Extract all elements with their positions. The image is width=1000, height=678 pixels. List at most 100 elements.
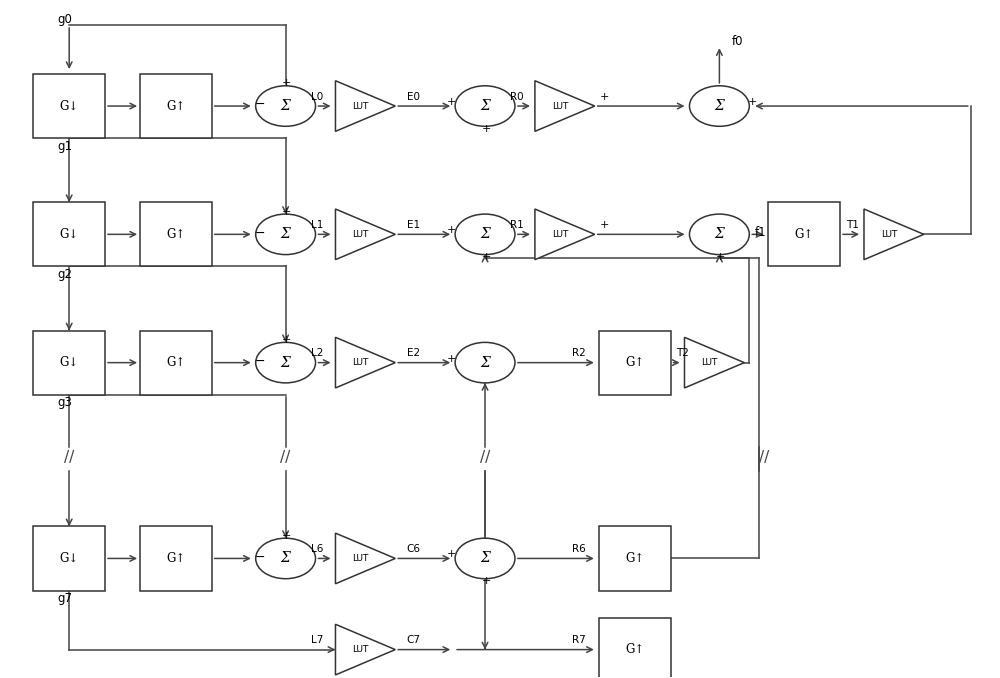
Text: g7: g7 [57,592,72,605]
Text: +: + [600,92,609,102]
Bar [599,331,671,395]
Text: −: − [254,355,265,367]
Text: g2: g2 [57,268,72,281]
Text: +: + [446,225,456,235]
Text: G↓: G↓ [60,552,79,565]
Bar [768,202,840,266]
Polygon shape [684,338,744,388]
Text: G↑: G↑ [625,643,644,656]
Text: R7: R7 [572,635,586,645]
Text: //: // [64,450,74,464]
Polygon shape [335,533,395,584]
Text: L6: L6 [311,544,324,554]
Text: g1: g1 [57,140,72,153]
Text: LUT: LUT [352,645,369,654]
Text: Σ: Σ [281,356,290,370]
Text: Σ: Σ [480,356,490,370]
Bar [33,331,105,395]
Text: LUT: LUT [352,358,369,367]
Polygon shape [535,209,595,260]
Text: −: − [254,226,265,239]
Text: L0: L0 [311,92,324,102]
Text: +: + [282,207,291,217]
Polygon shape [335,338,395,388]
Text: g3: g3 [57,397,72,410]
Circle shape [455,86,515,126]
Text: //: // [280,450,291,464]
Circle shape [455,342,515,383]
Text: +: + [481,576,491,586]
Text: R2: R2 [572,348,586,358]
Text: R6: R6 [572,544,586,554]
Bar [140,526,212,591]
Text: G↑: G↑ [166,356,186,369]
Text: L1: L1 [311,220,324,230]
Text: T1: T1 [846,220,859,230]
Text: LUT: LUT [552,230,568,239]
Text: E1: E1 [407,220,420,230]
Text: G↑: G↑ [625,356,644,369]
Text: Σ: Σ [480,227,490,241]
Text: Σ: Σ [281,227,290,241]
Bar [33,526,105,591]
Text: LUT: LUT [701,358,718,367]
Text: +: + [600,220,609,230]
Text: G↓: G↓ [60,356,79,369]
Circle shape [256,538,316,579]
Text: //: // [759,450,769,464]
Text: +: + [747,97,757,107]
Text: R0: R0 [510,92,524,102]
Bar [599,618,671,678]
Text: +: + [446,549,456,559]
Text: R1: R1 [510,220,524,230]
Text: E2: E2 [407,348,420,358]
Text: G↓: G↓ [60,228,79,241]
Text: +: + [282,79,291,89]
Text: C6: C6 [406,544,420,554]
Circle shape [689,214,749,255]
Text: G↓: G↓ [60,100,79,113]
Text: LUT: LUT [352,102,369,111]
Text: G↑: G↑ [795,228,814,241]
Text: G↑: G↑ [166,228,186,241]
Text: +: + [446,354,456,363]
Circle shape [256,342,316,383]
Polygon shape [335,209,395,260]
Text: Σ: Σ [281,551,290,565]
Text: E0: E0 [407,92,420,102]
Circle shape [256,214,316,255]
Bar [140,202,212,266]
Polygon shape [335,81,395,132]
Text: −: − [254,98,265,111]
Bar [140,74,212,138]
Text: −: − [254,551,265,563]
Text: +: + [282,335,291,345]
Text: +: + [481,123,491,134]
Text: L7: L7 [311,635,324,645]
Text: g0: g0 [57,13,72,26]
Text: Σ: Σ [715,227,724,241]
Polygon shape [864,209,924,260]
Circle shape [455,214,515,255]
Text: LUT: LUT [352,230,369,239]
Circle shape [256,86,316,126]
Text: Σ: Σ [480,551,490,565]
Text: G↑: G↑ [625,552,644,565]
Text: T2: T2 [677,348,689,358]
Text: Σ: Σ [480,99,490,113]
Text: L2: L2 [311,348,324,358]
Text: G↑: G↑ [166,552,186,565]
Circle shape [455,538,515,579]
Bar [33,74,105,138]
Text: LUT: LUT [552,102,568,111]
Polygon shape [535,81,595,132]
Text: Σ: Σ [715,99,724,113]
Text: LUT: LUT [352,554,369,563]
Polygon shape [335,624,395,675]
Text: Σ: Σ [281,99,290,113]
Text: +: + [282,531,291,541]
Bar [33,202,105,266]
Text: f1: f1 [754,226,766,239]
Text: f0: f0 [731,35,743,48]
Text: +: + [481,252,491,262]
